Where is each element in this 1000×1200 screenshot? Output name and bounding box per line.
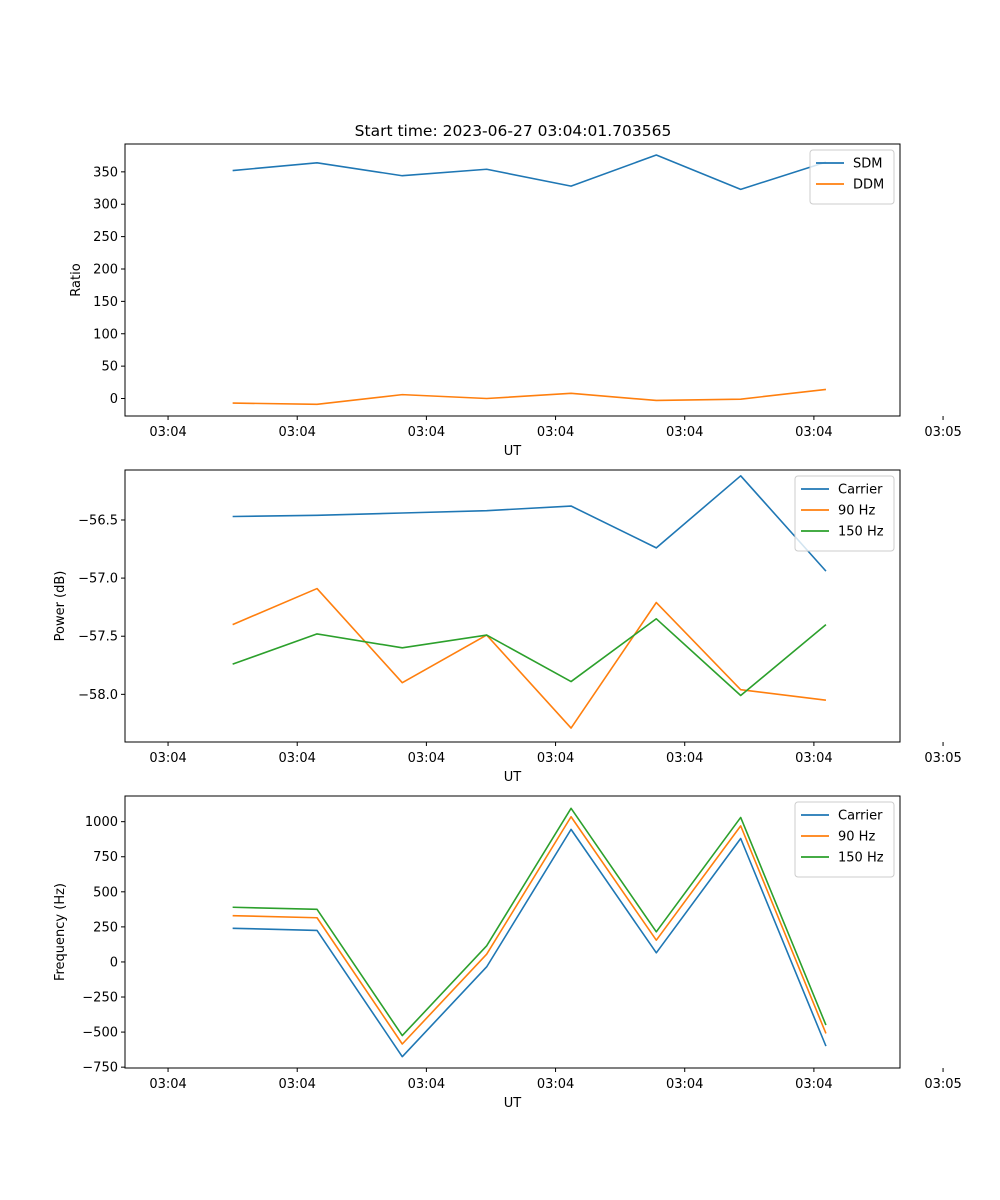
y-tick-label: −57.0: [78, 572, 118, 587]
legend-label: 150 Hz: [838, 851, 884, 866]
x-tick-label: 03:04: [537, 751, 574, 766]
x-tick-label: 03:04: [278, 1077, 315, 1092]
x-tick-label: 03:05: [924, 751, 961, 766]
legend: SDM DDM: [809, 149, 895, 205]
x-tick-label: 03:05: [924, 425, 961, 440]
x-tick-label: 03:04: [666, 425, 703, 440]
axes-frame: [124, 143, 901, 417]
x-tick-label: 03:04: [537, 425, 574, 440]
x-tick-label: 03:04: [149, 425, 186, 440]
x-tick-label: 03:04: [408, 425, 445, 440]
axes-frame: [124, 795, 901, 1069]
y-axis-label: Frequency (Hz): [53, 883, 68, 981]
x-tick-label: 03:04: [795, 425, 832, 440]
legend-frame: [794, 801, 895, 878]
y-axis-label: Ratio: [69, 263, 84, 296]
y-tick-label: 300: [93, 198, 118, 213]
legend-label: DDM: [853, 178, 884, 193]
legend: Carrier 90 Hz 150 Hz: [794, 801, 895, 878]
y-tick-label: 250: [93, 920, 118, 935]
y-tick-label: 250: [93, 230, 118, 245]
x-tick-label: 03:04: [149, 1077, 186, 1092]
y-tick-label: −58.0: [78, 688, 118, 703]
y-tick-label: −500: [82, 1026, 118, 1041]
series-line-carrier: [232, 475, 827, 572]
legend-label: SDM: [853, 157, 882, 172]
y-tick-label: 200: [93, 262, 118, 277]
y-tick-label: 350: [93, 165, 118, 180]
y-axis-label: Power (dB): [53, 571, 68, 642]
y-tick-label: −57.5: [78, 630, 118, 645]
legend-label: 90 Hz: [838, 504, 875, 519]
legend-label: Carrier: [838, 483, 883, 498]
legend-label: Carrier: [838, 809, 883, 824]
y-tick-label: 0: [110, 392, 118, 407]
subplot-1: 03:04 03:04 03:04 03:04 03:04 03:04 03:05 0 50 10…: [69, 143, 962, 459]
figure-title: Start time: 2023-06-27 03:04:01.703565: [355, 122, 672, 140]
x-tick-label: 03:04: [278, 425, 315, 440]
y-tick-label: −250: [82, 991, 118, 1006]
x-tick-label: 03:04: [149, 751, 186, 766]
subplot-3: 03:04 03:04 03:04 03:04 03:04 03:04 03:05 −750 −…: [53, 795, 962, 1111]
subplot-2: 03:04 03:04 03:04 03:04 03:04 03:04 03:05 −58.0…: [53, 469, 962, 785]
axes-frame: [124, 469, 901, 743]
x-tick-label: 03:04: [408, 751, 445, 766]
x-tick-label: 03:04: [666, 1077, 703, 1092]
x-tick-label: 03:04: [795, 751, 832, 766]
series-line-150-hz: [232, 807, 827, 1037]
y-tick-label: 0: [110, 955, 118, 970]
subplots: 03:04 03:04 03:04 03:04 03:04 03:04 03:05 0 50 10…: [53, 143, 962, 1111]
x-axis-label: UT: [504, 1096, 522, 1111]
y-tick-label: −750: [82, 1061, 118, 1076]
series-line-ddm: [232, 388, 827, 406]
x-axis-label: UT: [504, 770, 522, 785]
legend-label: 90 Hz: [838, 830, 875, 845]
series-line-150-hz: [232, 617, 827, 697]
y-tick-label: 1000: [85, 815, 118, 830]
legend-frame: [794, 475, 895, 552]
y-tick-label: 50: [101, 360, 118, 375]
x-tick-label: 03:04: [408, 1077, 445, 1092]
series-line-carrier: [232, 828, 827, 1058]
legend: Carrier 90 Hz 150 Hz: [794, 475, 895, 552]
x-tick-label: 03:04: [278, 751, 315, 766]
series-line-sdm: [232, 154, 827, 191]
y-tick-label: 750: [93, 850, 118, 865]
legend-label: 150 Hz: [838, 525, 884, 540]
x-tick-label: 03:04: [666, 751, 703, 766]
x-tick-label: 03:05: [924, 1077, 961, 1092]
series-line-90-hz: [232, 587, 827, 729]
series-line-90-hz: [232, 815, 827, 1045]
x-axis-label: UT: [504, 444, 522, 459]
y-tick-label: 500: [93, 885, 118, 900]
x-tick-label: 03:04: [537, 1077, 574, 1092]
x-tick-label: 03:04: [795, 1077, 832, 1092]
y-tick-label: 150: [93, 295, 118, 310]
y-tick-label: 100: [93, 327, 118, 342]
y-tick-label: −56.5: [78, 513, 118, 528]
